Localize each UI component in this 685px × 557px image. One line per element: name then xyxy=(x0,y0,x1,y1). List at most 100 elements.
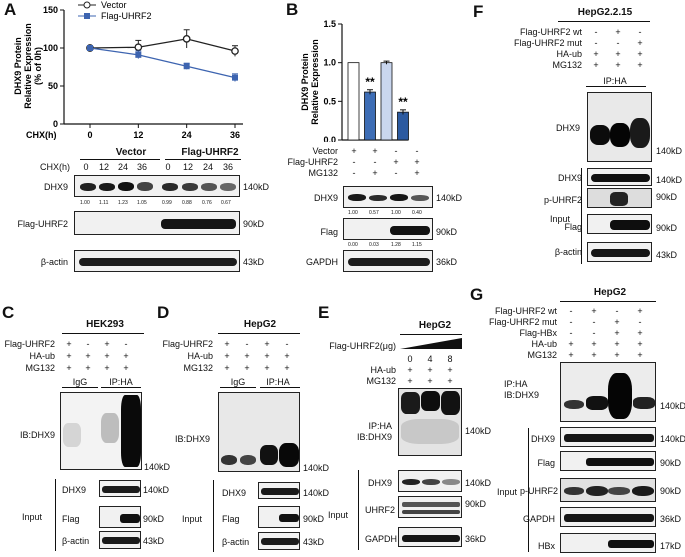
condition-sign: - xyxy=(592,328,596,338)
row-label: p-UHRF2 xyxy=(520,486,559,496)
row-label: β-actin xyxy=(554,247,582,257)
row-label: DHX9 xyxy=(62,485,87,495)
group-flag-uhrf2-label: Flag-UHRF2 xyxy=(181,147,239,158)
cond-label: Flag-UHRF2 wt xyxy=(519,27,582,37)
blot-uhrf2 xyxy=(398,496,462,518)
condition-sign: - xyxy=(352,157,356,167)
chx-tp: 24 xyxy=(202,162,213,172)
cond-label: Flag-HBx xyxy=(519,328,557,338)
kd-label: 36kD xyxy=(660,514,682,524)
condition-sign: + xyxy=(637,38,643,48)
blot-b-actin xyxy=(74,250,240,272)
condition-sign: + xyxy=(414,157,420,167)
legend-marker xyxy=(84,13,90,19)
condition-sign: + xyxy=(637,49,643,59)
row-label: DHX9 xyxy=(368,478,393,488)
kd-label: 43kD xyxy=(303,537,325,547)
panel-g-title: HepG2 xyxy=(593,287,627,298)
blot-dhx9 xyxy=(398,470,462,492)
condition-sign: - xyxy=(569,317,573,327)
significance-label: ** xyxy=(398,95,408,109)
data-point xyxy=(134,43,143,52)
condition-sign: - xyxy=(638,317,642,327)
condition-sign: + xyxy=(614,350,620,360)
quant: 1.23 xyxy=(118,200,128,206)
input-label: Input xyxy=(182,514,203,524)
chx-tp: 12 xyxy=(182,162,193,172)
panel-label-g: G xyxy=(470,285,484,304)
blot-ip-dhx9 xyxy=(398,388,462,456)
condition-sign: - xyxy=(352,168,356,178)
kd-label: 17kD xyxy=(660,541,682,551)
blot-gapdh xyxy=(560,507,656,527)
blot-gapdh xyxy=(343,250,433,272)
kd-label: 140kD xyxy=(436,193,463,203)
cond-label: Flag-UHRF2 xyxy=(4,339,55,349)
condition-sign: - xyxy=(394,168,398,178)
row-label: DHX9 xyxy=(313,193,338,203)
kd-label: 140kD xyxy=(143,485,170,495)
row-label: Flag xyxy=(537,458,555,468)
cond-label: MG132 xyxy=(552,60,582,70)
condition-sign: - xyxy=(594,27,598,37)
cond-label: HA-ub xyxy=(531,339,557,349)
condition-sign: + xyxy=(104,363,110,373)
row-label: DHX9 xyxy=(530,434,555,444)
condition-sign: + xyxy=(591,350,597,360)
bar xyxy=(347,62,360,141)
row-label: β-actin xyxy=(222,537,250,547)
kd-label: 140kD xyxy=(243,182,270,192)
condition-sign: + xyxy=(372,168,378,178)
data-point xyxy=(87,45,93,51)
condition-sign: - xyxy=(615,306,619,316)
condition-sign: + xyxy=(427,365,433,375)
panel-label-b: B xyxy=(286,0,299,19)
blot-flag xyxy=(587,214,652,234)
dose-value: 8 xyxy=(447,354,453,364)
condition-sign: + xyxy=(593,49,599,59)
x-tick-label: 12 xyxy=(133,130,143,140)
dose-value: 0 xyxy=(407,354,413,364)
blot-hbx xyxy=(560,533,656,553)
kd-label: 90kD xyxy=(656,192,678,202)
condition-sign: + xyxy=(568,350,574,360)
condition-sign: - xyxy=(86,339,90,349)
group-vector-label: Vector xyxy=(115,147,147,158)
condition-sign: + xyxy=(568,339,574,349)
ib-label: IB:DHX9 xyxy=(19,430,55,440)
row-label: Flag xyxy=(62,514,80,524)
cond-label: Flag-UHRF2 wt xyxy=(494,306,557,316)
condition-sign: - xyxy=(394,146,398,156)
condition-sign: + xyxy=(284,363,290,373)
condition-sign: + xyxy=(104,339,110,349)
blot-flag-uhrf2 xyxy=(74,211,240,235)
row-label: β-actin xyxy=(40,257,68,267)
data-point xyxy=(232,74,238,81)
chart-a-line: 0 50 100 150 0 12 24 36 CHX(h) DHX9 ProteinRelati… xyxy=(13,0,243,140)
significance-label: ** xyxy=(365,75,375,89)
row-label: GAPDH xyxy=(522,514,555,524)
blot-b-actin xyxy=(587,242,652,262)
ip-label: IP:HA xyxy=(504,379,528,389)
kd-label: 90kD xyxy=(660,458,682,468)
panel-label-d: D xyxy=(157,303,170,322)
condition-sign: + xyxy=(427,376,433,386)
dose-label: Flag-UHRF2(μg) xyxy=(329,341,396,351)
data-point xyxy=(135,51,142,58)
input-label: Input xyxy=(497,487,518,497)
blot-dhx9 xyxy=(74,175,240,197)
quant: 1.00 xyxy=(348,210,358,216)
condition-sign: + xyxy=(614,339,620,349)
x-tick-label: 0 xyxy=(87,130,92,140)
blot-flag xyxy=(343,218,433,240)
data-point xyxy=(182,35,191,43)
cond-label: MG132 xyxy=(527,350,557,360)
blot-ip-dhx9 xyxy=(560,362,656,422)
condition-sign: + xyxy=(244,351,250,361)
row-label: DHX9 xyxy=(43,182,68,192)
row-label: Flag xyxy=(320,227,338,237)
blot-ip-dhx9 xyxy=(60,392,142,470)
ib-label: IB:DHX9 xyxy=(174,434,210,444)
condition-sign: - xyxy=(638,27,642,37)
data-point xyxy=(183,63,190,70)
